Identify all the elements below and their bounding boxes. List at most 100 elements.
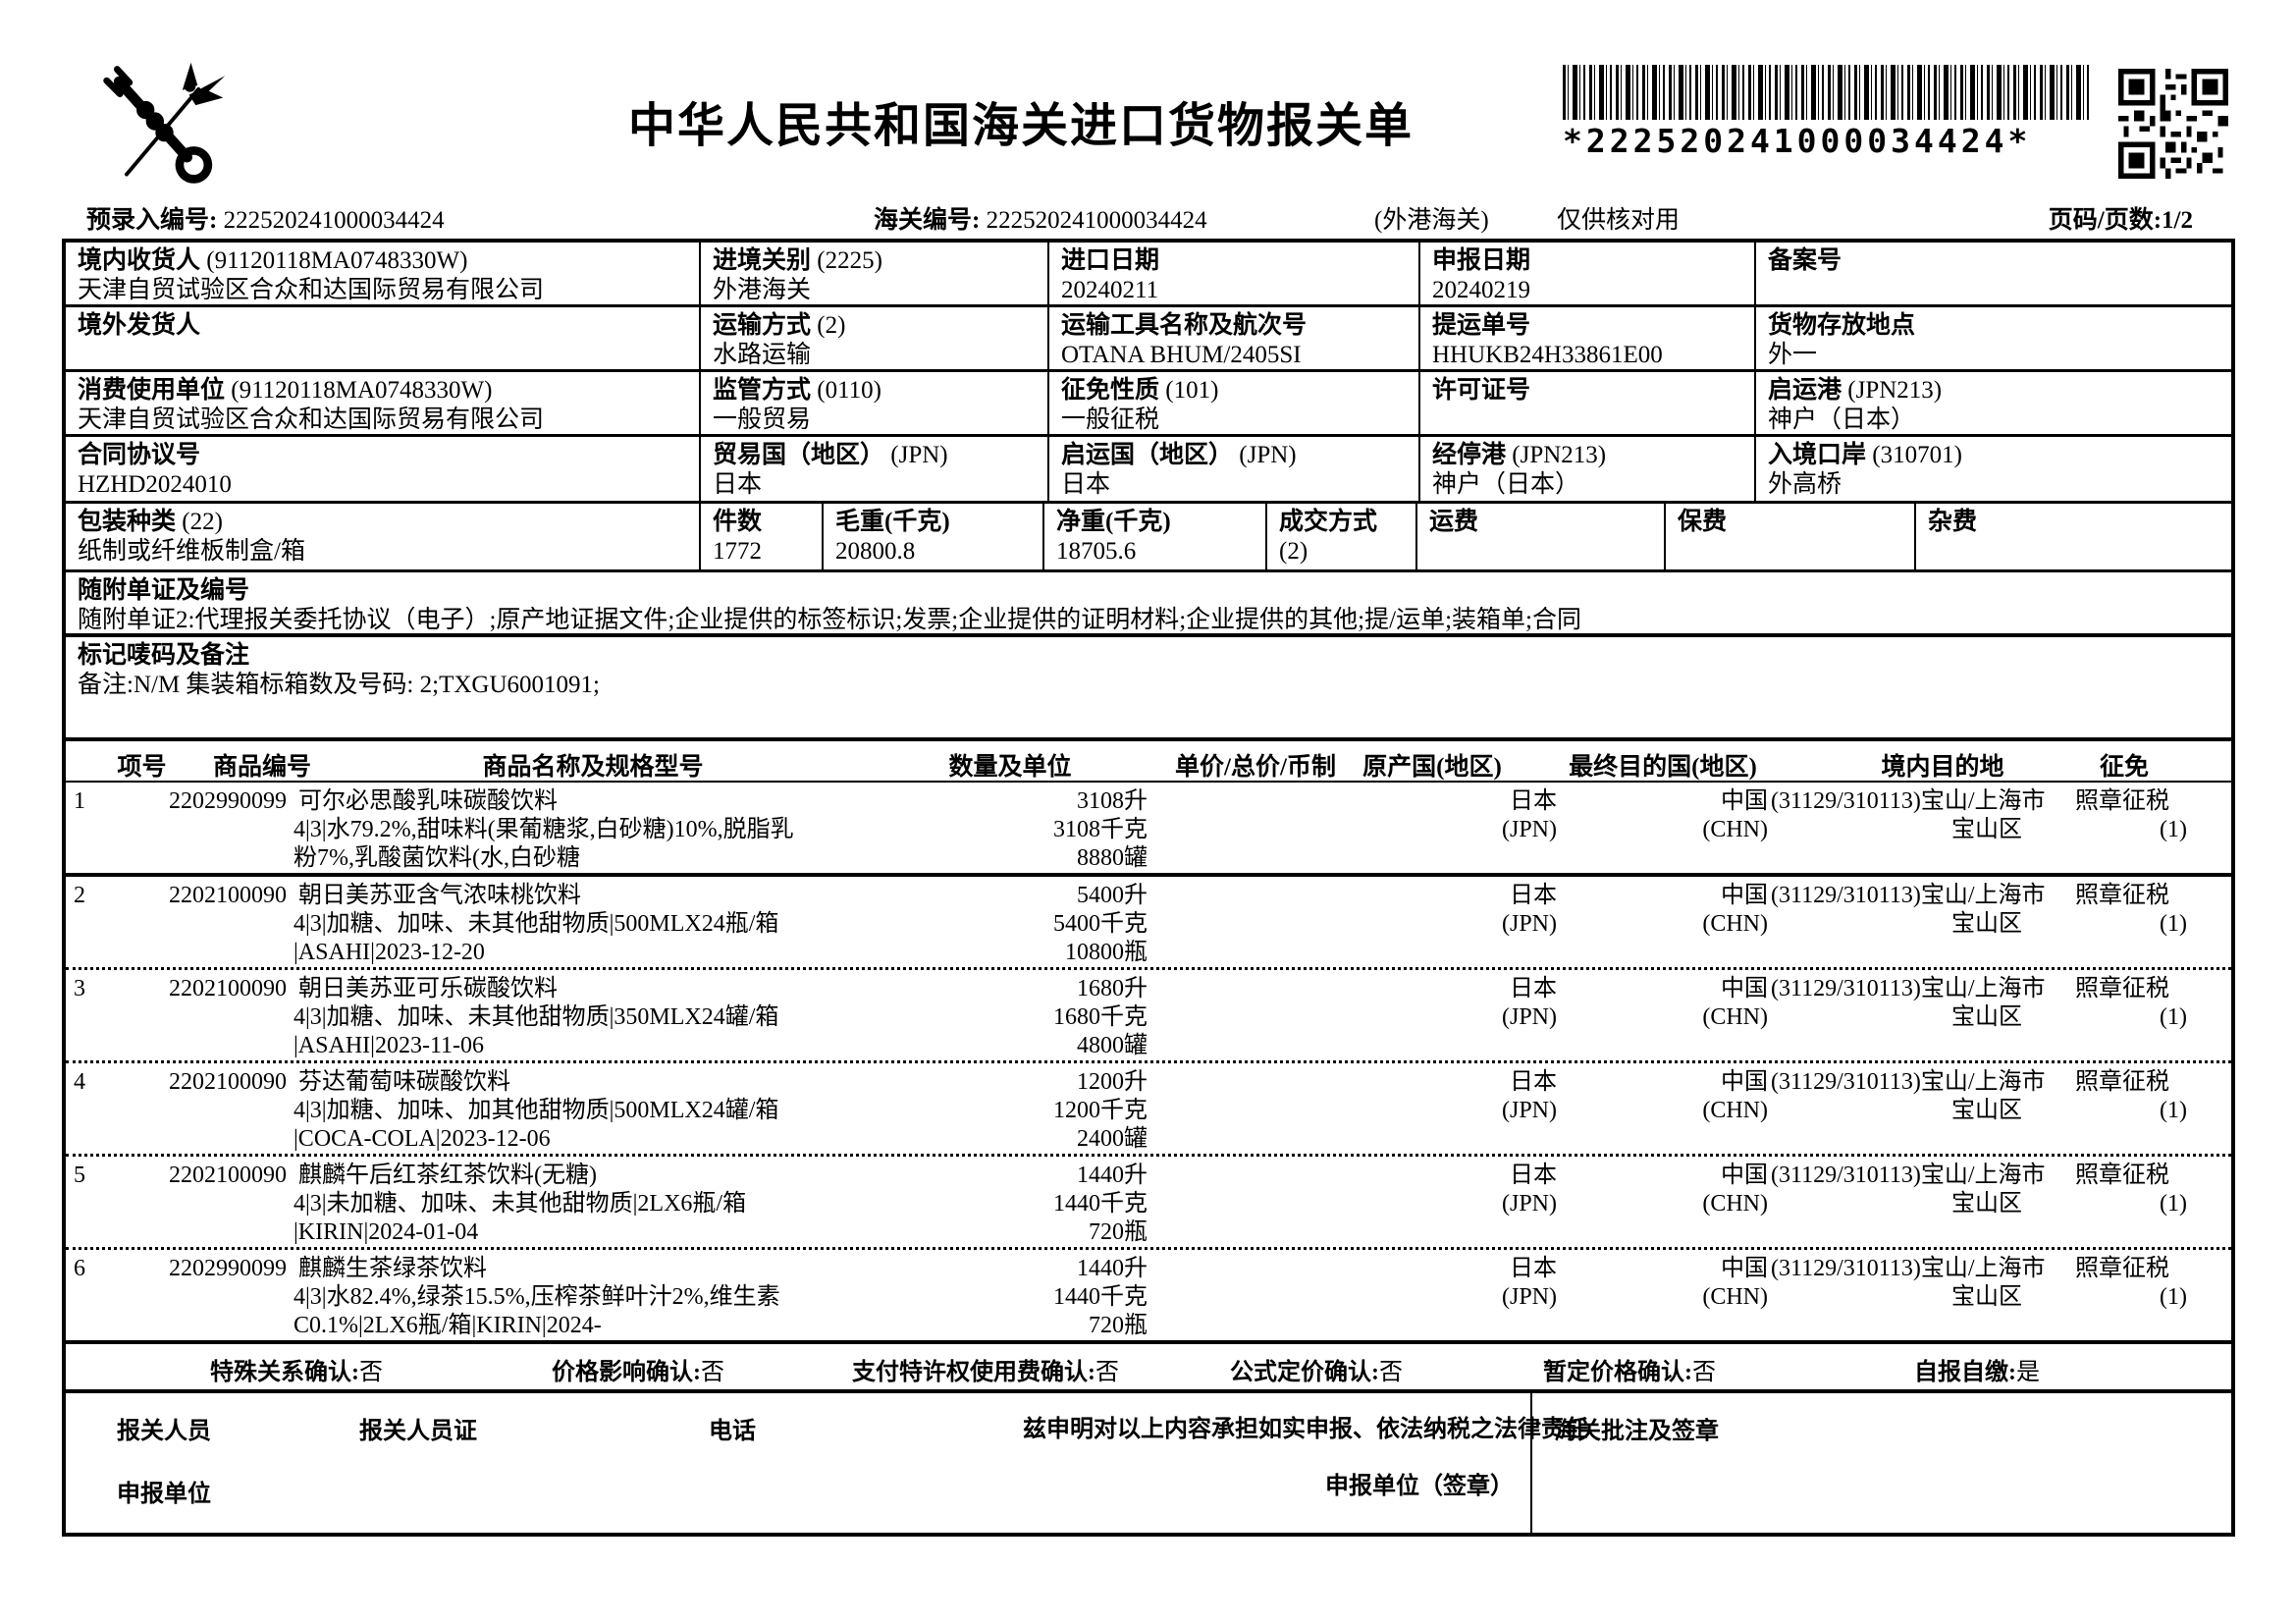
cell-insurance: 保费 (1666, 504, 1916, 569)
cell-freight: 运费 (1417, 504, 1666, 569)
item-domestic-line-1: (31129/310113)宝山/上海市 (1771, 1256, 2046, 1281)
item-qty-weight: 1440千克 (1053, 1284, 1148, 1310)
item-origin-country: 日本 (JPN) (1309, 975, 1560, 1032)
item-spec-line-1: 4|3|水82.4%,绿茶15.5%,压榨茶鲜叶汁2%,维生素 (294, 1284, 780, 1310)
col-header-dest-country: 最终目的国(地区) (1569, 754, 1757, 781)
item-commodity-code: 2202100090 (169, 976, 287, 1001)
cell-supervision-mode: 监管方式 (0110) 一般贸易 (701, 372, 1049, 434)
item-spec-line-1: 4|3|加糖、加味、未其他甜物质|500MLX24瓶/箱 (294, 911, 779, 937)
item-origin-country: 日本 (JPN) (1309, 787, 1560, 844)
cell-documents: 随附单证及编号 随附单证2:代理报关委托协议（电子）;原产地证据文件;企业提供的… (78, 577, 1581, 633)
cell-pieces: 件数 1772 (701, 504, 824, 569)
item-origin-name: 日本 (1510, 1256, 1557, 1281)
cell-transport-name: 运输工具名称及航次号 OTANA BHUM/2405SI (1049, 307, 1420, 369)
item-domestic-line-2: 宝山区 (1951, 1098, 2022, 1123)
item-qty-units: 720瓶 (1089, 1219, 1148, 1245)
item-qty-volume: 1200升 (1077, 1069, 1148, 1095)
item-qty-volume: 1440升 (1077, 1256, 1148, 1281)
cell-departure-port: 启运港 (JPN213) 神户（日本） (1768, 377, 1943, 433)
item-row: 2 2202100090 朝日美苏亚含气浓味桃饮料 4|3|加糖、加味、未其他甜物… (66, 873, 2231, 967)
item-qty-weight: 1200千克 (1053, 1098, 1148, 1123)
item-domestic-line-1: (31129/310113)宝山/上海市 (1771, 788, 2046, 814)
item-dest-code: (CHN) (1702, 1284, 1768, 1310)
item-row: 4 2202100090 芬达葡萄味碳酸饮料 4|3|加糖、加味、加其他甜物质|5… (66, 1060, 2231, 1154)
item-no: 2 (74, 883, 85, 908)
item-duty-code: (1) (2160, 1098, 2187, 1123)
confirm-formula-pricing: 公式定价确认:否 (1230, 1360, 1403, 1385)
cell-license-no: 许可证号 (1420, 372, 1756, 434)
item-duty: 照章征税 (1) (2075, 1162, 2193, 1218)
cell-bill-no: 提运单号 HHUKB24H33861E00 (1420, 307, 1756, 369)
item-duty: 照章征税 (1) (2075, 882, 2193, 939)
cell-misc-fees: 杂费 (1928, 509, 1978, 535)
item-origin-country: 日本 (JPN) (1309, 882, 1560, 939)
item-duty-type: 照章征税 (2075, 1256, 2169, 1281)
page-title: 中华人民共和国海关进口货物报关单 (627, 100, 1414, 152)
col-header-origin-country: 原产国(地区) (1362, 754, 1502, 781)
port-note: (外港海关) (1374, 207, 1489, 234)
item-origin-country: 日本 (JPN) (1309, 1162, 1560, 1218)
item-row: 5 2202100090 麒麟午后红茶红茶饮料(无糖) 4|3|未加糖、加味、未其… (66, 1154, 2231, 1247)
row-shipper: 境外发货人 运输方式 (2) 水路运输 运输工具名称及航次号 OTANA BHU… (66, 307, 2231, 372)
item-quantity: 5400升 5400千克 10800瓶 (824, 882, 1148, 967)
cell-marks: 标记唛码及备注 备注:N/M 集装箱标箱数及号码: 2;TXGU6001091; (78, 642, 600, 698)
item-name-spec: 2202100090 芬达葡萄味碳酸饮料 4|3|加糖、加味、加其他甜物质|500… (125, 1068, 824, 1154)
cell-transit-port: 经停港 (JPN213) 神户（日本） (1420, 437, 1756, 501)
declarant-label: 报关人员 (117, 1419, 211, 1444)
phone-label: 电话 (709, 1419, 756, 1444)
item-commodity-code: 2202100090 (169, 883, 287, 908)
customs-number: 海关编号: 222520241000034424 (874, 207, 1207, 234)
item-qty-volume: 1440升 (1077, 1163, 1148, 1188)
item-duty-type: 照章征税 (2075, 976, 2169, 1001)
row-consignee: 境内收货人 (91120118MA0748330W) 天津自贸试验区合众和达国际… (66, 243, 2231, 307)
item-duty-type: 照章征税 (2075, 788, 2169, 814)
cell-entry-customs: 进境关别 (2225) 外港海关 (701, 243, 1049, 304)
item-quantity: 1440升 1440千克 720瓶 (824, 1162, 1148, 1247)
col-header-price-currency: 单价/总价/币制 (1175, 754, 1336, 781)
row-consumer: 消费使用单位 (91120118MA0748330W) 天津自贸试验区合众和达国… (66, 372, 2231, 437)
item-origin-country: 日本 (JPN) (1309, 1068, 1560, 1125)
item-origin-name: 日本 (1510, 976, 1557, 1001)
item-domestic-dest: (31129/310113)宝山/上海市 宝山区 (1771, 1068, 2075, 1125)
item-name-spec: 2202990099 麒麟生茶绿茶饮料 4|3|水82.4%,绿茶15.5%,压榨… (125, 1255, 824, 1340)
row-marks: 标记唛码及备注 备注:N/M 集装箱标箱数及号码: 2;TXGU6001091; (66, 637, 2231, 741)
item-duty: 照章征税 (1) (2075, 1255, 2193, 1312)
item-spec-line-2: C0.1%|2LX6瓶/箱|KIRIN|2024- (294, 1313, 602, 1338)
item-domestic-dest: (31129/310113)宝山/上海市 宝山区 (1771, 882, 2075, 939)
col-header-duty: 征免 (2099, 754, 2149, 781)
col-header-commodity-code: 商品编号 (212, 754, 311, 781)
declaration-table: 境内收货人 (91120118MA0748330W) 天津自贸试验区合众和达国际… (62, 239, 2235, 1537)
item-quantity: 1680升 1680千克 4800罐 (824, 975, 1148, 1060)
item-spec-line-1: 4|3|加糖、加味、未其他甜物质|350MLX24罐/箱 (294, 1004, 779, 1030)
item-origin-code: (JPN) (1501, 911, 1557, 937)
customs-note-label: 海关批注及签章 (1554, 1419, 1719, 1444)
item-spec-line-2: |ASAHI|2023-11-06 (294, 1033, 485, 1058)
item-domestic-line-2: 宝山区 (1951, 817, 2022, 842)
item-qty-weight: 1440千克 (1053, 1191, 1148, 1217)
item-name: 朝日美苏亚可乐碳酸饮料 (298, 976, 558, 1001)
col-header-name-spec: 商品名称及规格型号 (482, 754, 704, 781)
item-no: 3 (74, 976, 85, 1001)
cell-transport-mode: 运输方式 (2) 水路运输 (701, 307, 1049, 369)
item-domestic-line-2: 宝山区 (1951, 1284, 2022, 1310)
item-name-spec: 2202100090 朝日美苏亚含气浓味桃饮料 4|3|加糖、加味、未其他甜物质|… (125, 882, 824, 967)
qr-code-icon (2118, 69, 2228, 179)
confirm-provisional-price: 暂定价格确认:否 (1543, 1360, 1716, 1385)
item-dest-country: 中国 (CHN) (1560, 1162, 1771, 1218)
item-spec-line-2: 粉7%,乳酸菌饮料(水,白砂糖 (294, 845, 580, 871)
item-domestic-dest: (31129/310113)宝山/上海市 宝山区 (1771, 1162, 2075, 1218)
cell-net-weight: 净重(千克) 18705.6 (1044, 504, 1267, 569)
col-header-item-no: 项号 (117, 754, 167, 781)
item-qty-units: 8880罐 (1077, 845, 1148, 871)
item-duty-code: (1) (2160, 1191, 2187, 1217)
barcode-text: *222520241000034424* (1563, 122, 2032, 160)
declare-unit-signature-label: 申报单位（签章） (1325, 1474, 1514, 1499)
item-qty-volume: 1680升 (1077, 976, 1148, 1001)
item-no: 6 (74, 1256, 85, 1281)
item-spec-line-1: 4|3|未加糖、加味、未其他甜物质|2LX6瓶/箱 (294, 1191, 747, 1217)
item-origin-name: 日本 (1510, 1069, 1557, 1095)
row-contract: 合同协议号 HZHD2024010 贸易国（地区） (JPN) 日本 启运国（地… (66, 437, 2231, 504)
item-name: 麒麟午后红茶红茶饮料(无糖) (298, 1163, 597, 1188)
item-domestic-dest: (31129/310113)宝山/上海市 宝山区 (1771, 787, 2075, 844)
items-table-header: 项号 商品编号 商品名称及规格型号 数量及单位 单价/总价/币制 原产国(地区)… (66, 741, 2231, 783)
